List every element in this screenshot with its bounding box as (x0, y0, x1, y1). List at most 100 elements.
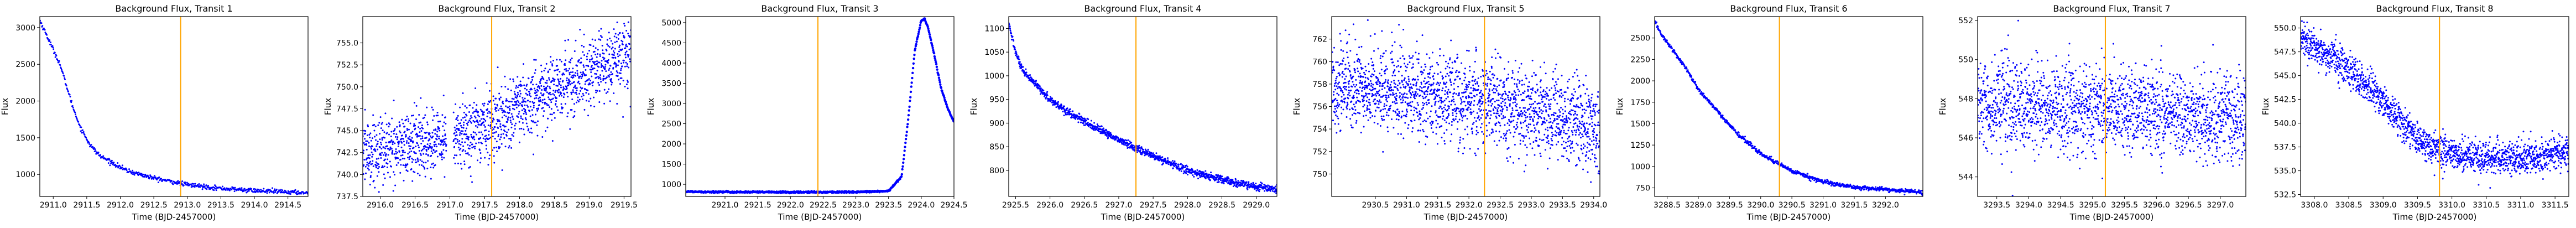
data-point (250, 188, 252, 190)
data-point (926, 25, 929, 28)
data-point (612, 43, 614, 45)
data-point (486, 82, 488, 84)
data-point (931, 46, 934, 49)
data-point (1018, 56, 1020, 58)
data-point (1399, 82, 1401, 84)
data-point (1362, 106, 1364, 108)
data-point (252, 191, 254, 193)
data-point (374, 125, 377, 127)
data-point (546, 91, 548, 94)
data-point (599, 53, 601, 55)
data-point (1363, 88, 1365, 90)
data-point (371, 146, 373, 148)
data-point (1221, 178, 1223, 180)
data-point (514, 104, 517, 106)
data-point (548, 98, 550, 100)
data-point (1420, 83, 1422, 85)
data-point (1381, 117, 1383, 120)
data-point (474, 87, 477, 90)
data-point (1106, 135, 1108, 137)
y-tick-label: 742.5 (336, 149, 358, 158)
data-point (1161, 156, 1164, 158)
data-point (507, 119, 509, 121)
data-point (534, 97, 536, 100)
data-point (529, 115, 531, 117)
data-point (497, 66, 499, 69)
data-point (487, 164, 489, 166)
data-point (535, 59, 537, 61)
data-point (575, 101, 577, 103)
data-point (1271, 185, 1273, 188)
data-point (1182, 165, 1185, 167)
data-point (1385, 50, 1387, 52)
data-point (1089, 126, 1092, 128)
data-point (1414, 95, 1416, 97)
data-point (511, 123, 513, 125)
data-point (85, 137, 87, 139)
data-point (88, 142, 90, 144)
data-point (597, 77, 599, 80)
data-point (903, 149, 906, 152)
data-point (612, 46, 614, 49)
data-point (158, 176, 160, 178)
data-point (912, 62, 915, 65)
data-point (549, 91, 551, 94)
x-tick-label: 2924.0 (908, 201, 935, 210)
data-point (1387, 131, 1389, 133)
data-point (369, 184, 371, 186)
data-point (571, 74, 573, 76)
data-point (1395, 99, 1397, 101)
data-point (422, 117, 424, 120)
data-point (366, 157, 368, 159)
data-point (1010, 31, 1012, 33)
data-point (1416, 111, 1419, 113)
data-point (540, 70, 543, 72)
data-point (1405, 85, 1407, 87)
data-point (483, 111, 485, 113)
data-point (434, 133, 436, 135)
x-tick-label: 2927.0 (1105, 201, 1132, 210)
data-point (372, 153, 374, 156)
data-point (374, 150, 377, 152)
data-point (1420, 81, 1422, 84)
data-point (913, 53, 916, 56)
data-point (530, 89, 533, 91)
data-point (1236, 186, 1238, 188)
data-point (1177, 163, 1180, 165)
data-point (550, 94, 552, 96)
data-point (444, 116, 446, 118)
data-point (1391, 58, 1393, 60)
data-point (1441, 137, 1443, 139)
data-point (523, 107, 525, 110)
data-point (475, 142, 477, 144)
data-point (915, 40, 918, 43)
data-point (468, 111, 470, 113)
data-point (493, 118, 495, 121)
data-point (576, 70, 578, 72)
data-point (906, 123, 909, 126)
data-point (1098, 131, 1101, 133)
data-point (568, 81, 570, 84)
data-point (1390, 81, 1393, 83)
data-point (119, 166, 122, 168)
data-point (65, 85, 67, 87)
data-point (1394, 69, 1396, 71)
data-point (513, 98, 515, 100)
data-point (1411, 120, 1413, 122)
data-point (605, 70, 607, 72)
data-point (206, 188, 208, 190)
data-point (597, 76, 599, 78)
data-point (384, 177, 386, 179)
data-point (560, 77, 562, 80)
data-point (459, 154, 461, 156)
data-point (77, 121, 80, 123)
data-point (389, 123, 391, 126)
data-point (441, 153, 444, 155)
data-point (536, 124, 538, 126)
data-point (580, 61, 582, 64)
data-point (551, 80, 554, 82)
data-point (1364, 85, 1366, 87)
data-point (419, 152, 421, 154)
data-point (1390, 52, 1392, 54)
data-point (1417, 129, 1420, 132)
